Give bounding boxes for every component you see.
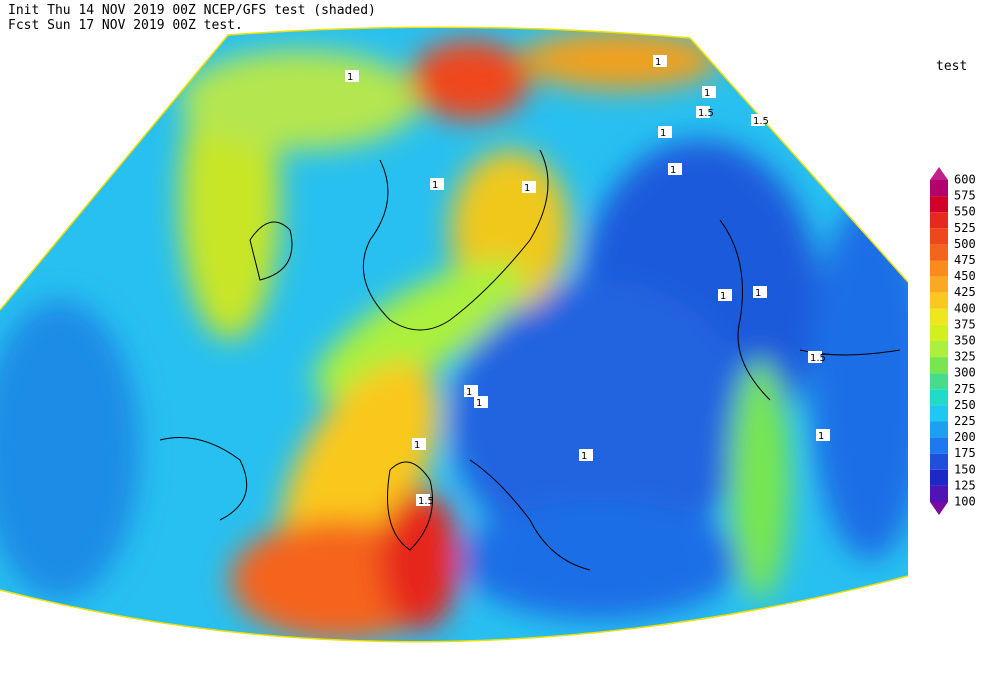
contour-label: 1 [660,128,666,139]
contour-label: 1 [524,183,530,194]
colorbar-box [930,485,948,502]
contour-label: 1 [414,440,420,451]
colorbar-label: 375 [954,317,976,331]
contour-label: 1 [466,387,472,398]
contour-label-bg [579,449,593,461]
contour-label: 1.5 [810,353,826,364]
colorbar-label: 600 [954,173,976,187]
legend-title: test [936,59,967,74]
contour-label-bg [658,126,672,138]
contour-label-bg [474,396,488,408]
colorbar-label: 525 [954,221,976,235]
colorbar-box [930,405,948,422]
colorbar-box [930,437,948,454]
colorbar-label: 500 [954,237,976,251]
contour-label: 1 [818,431,824,442]
contour-label-bg [816,429,830,441]
header-line: Fcst Sun 17 NOV 2019 00Z test. [8,18,243,33]
colorbar-box [930,308,948,325]
header-line: Init Thu 14 NOV 2019 00Z NCEP/GFS test (… [8,3,376,18]
colorbar-label: 550 [954,205,976,219]
colorbar-label: 225 [954,414,976,428]
contour-label: 1.5 [418,496,434,507]
contour-label-bg [751,114,765,126]
contour-label-bg [412,438,426,450]
colorbar-label: 275 [954,382,976,396]
colorbar-box [930,228,948,245]
colorbar-label: 200 [954,430,976,444]
contour-label-bg [653,55,667,67]
contour-label-bg [808,351,822,363]
contour-label: 1 [347,72,353,83]
colorbar-label: 250 [954,398,976,412]
contour-label-bg [464,385,478,397]
colorbar-label: 575 [954,189,976,203]
contour-label: 1.5 [698,108,714,119]
colorbar-box [930,389,948,406]
colorbar-end [930,167,948,180]
contour-label-bg [668,163,682,175]
colorbar-label: 400 [954,301,976,315]
colorbar-box [930,357,948,374]
colorbar-label: 325 [954,350,976,364]
contour-label: 1 [755,288,761,299]
contour-label-bg [718,289,732,301]
colorbar-box [930,196,948,213]
colorbar-label: 425 [954,285,976,299]
contour-label: 1 [720,291,726,302]
contour-label-bg [702,86,716,98]
colorbar-label: 175 [954,446,976,460]
map-border [0,26,909,643]
contour-label: 1.5 [753,116,769,127]
colorbar-box [930,469,948,486]
colorbar-label: 125 [954,478,976,492]
colorbar-label: 300 [954,366,976,380]
colorbar-label: 100 [954,495,976,509]
contour-label-bg [753,286,767,298]
colorbar-box [930,180,948,197]
colorbar-box [930,292,948,309]
colorbar-box [930,341,948,358]
colorbar-label: 150 [954,462,976,476]
colorbar-box [930,453,948,470]
contour-label-bg [345,70,359,82]
contour-label: 1 [581,451,587,462]
contour-label: 1 [476,398,482,409]
contour-label-bg [696,106,710,118]
contour-label-bg [522,181,536,193]
colorbar: 600 575 550 525 500 475 450 425 400 375 350 325 300 2… [930,167,976,515]
shaded-field [0,27,908,642]
colorbar-box [930,421,948,438]
colorbar-label: 350 [954,334,976,348]
colorbar-label: 475 [954,253,976,267]
colorbar-box [930,212,948,229]
colorbar-box [930,373,948,390]
contour-label-bg [430,178,444,190]
colorbar-box [930,244,948,261]
colorbar-end [930,502,948,515]
contour-label: 1 [704,88,710,99]
colorbar-box [930,324,948,341]
contour-label: 1 [432,180,438,191]
contour-label: 1 [670,165,676,176]
colorbar-box [930,260,948,277]
colorbar-label: 450 [954,269,976,283]
contour-label-bg [416,494,430,506]
contour-label: 1 [655,57,661,68]
colorbar-box [930,276,948,293]
